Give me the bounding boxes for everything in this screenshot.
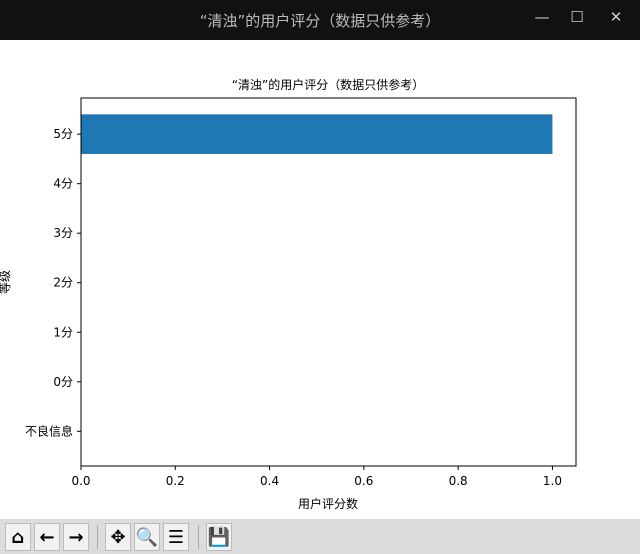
bar-5分 <box>81 114 553 154</box>
zoom-button[interactable]: 🔍 <box>134 523 160 551</box>
configure-subplots-icon: ☰ <box>167 526 185 548</box>
x-tick-label: 0.8 <box>449 474 468 488</box>
zoom-icon: 🔍 <box>135 526 159 548</box>
maximize-button[interactable]: ☐ <box>570 8 584 26</box>
close-button[interactable]: ✕ <box>609 8 623 26</box>
home-icon: ⌂ <box>11 526 25 548</box>
y-axis-label: 等级 <box>0 270 12 294</box>
y-tick-label: 5分 <box>53 127 73 141</box>
x-tick-label: 0.2 <box>166 474 185 488</box>
y-tick-label: 4分 <box>53 177 73 191</box>
x-tick-label: 0.6 <box>354 474 373 488</box>
navigation-toolbar: ⌂ ← → ✥ 🔍 ☰ 💾 <box>0 519 640 554</box>
save-icon: 💾 <box>207 526 231 548</box>
toolbar-separator <box>97 525 98 549</box>
y-tick-label: 3分 <box>53 226 73 240</box>
configure-subplots-button[interactable]: ☰ <box>163 523 189 551</box>
x-tick-label: 0.4 <box>260 474 279 488</box>
x-tick-label: 1.0 <box>543 474 562 488</box>
back-button[interactable]: ← <box>34 523 60 551</box>
plot-frame <box>80 97 577 467</box>
minimize-button[interactable]: — <box>534 8 550 26</box>
forward-icon: → <box>68 526 84 548</box>
bar-chart: “清浊”的用户评分（数据只供参考） 不良信息 0分 1分 2分 3分 4分 5分 0.0 0.… <box>0 77 577 511</box>
forward-button[interactable]: → <box>63 523 89 551</box>
toolbar-separator <box>198 525 199 549</box>
pan-icon: ✥ <box>110 526 126 548</box>
y-tick-label: 0分 <box>53 375 73 389</box>
y-tick-label: 2分 <box>53 276 73 290</box>
x-axis-label: 用户评分数 <box>298 496 358 511</box>
window-title: “清浊”的用户评分（数据只供参考） <box>199 12 441 30</box>
chart-title: “清浊”的用户评分（数据只供参考） <box>232 77 424 92</box>
y-tick-label: 不良信息 <box>25 423 73 438</box>
save-button[interactable]: 💾 <box>206 523 232 551</box>
y-tick-label: 1分 <box>53 325 73 339</box>
window-titlebar: “清浊”的用户评分（数据只供参考） — ☐ ✕ <box>0 0 640 40</box>
home-button[interactable]: ⌂ <box>5 523 31 551</box>
x-tick-label: 0.0 <box>71 474 90 488</box>
back-icon: ← <box>39 526 55 548</box>
pan-button[interactable]: ✥ <box>105 523 131 551</box>
